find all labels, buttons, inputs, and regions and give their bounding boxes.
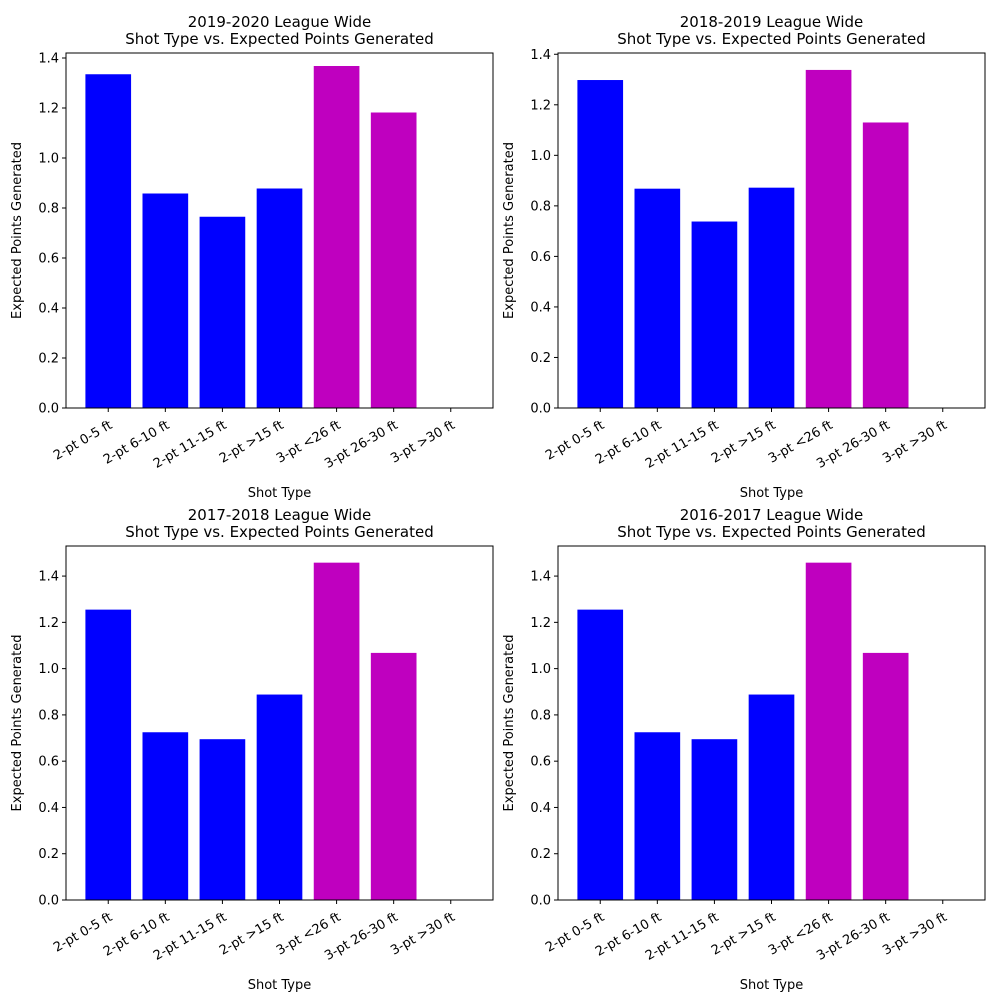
- y-tick-label: 1.2: [530, 616, 551, 631]
- x-axis-label: Shot Type: [248, 978, 312, 993]
- y-tick-label: 1.4: [38, 52, 59, 67]
- y-tick-label: 1.0: [530, 149, 551, 164]
- bar-3: [691, 739, 738, 900]
- y-axis-label: Expected Points Generated: [502, 635, 517, 812]
- plot-frame: [557, 545, 986, 901]
- x-axis-label: Shot Type: [740, 486, 804, 501]
- y-tick-label: 0.6: [530, 755, 551, 770]
- bar-4: [256, 694, 303, 900]
- bar-6: [370, 112, 417, 408]
- plot-frame: [65, 52, 494, 409]
- bar-5: [805, 69, 852, 408]
- y-tick-label: 0.4: [38, 302, 59, 317]
- y-tick-label: 0.0: [38, 402, 59, 417]
- chart-title-line-1: 2016-2017 League Wide: [680, 506, 864, 524]
- y-tick-label: 0.4: [530, 801, 551, 816]
- y-tick-label: 1.0: [38, 152, 59, 167]
- y-tick-label: 0.4: [530, 300, 551, 315]
- bar-3: [199, 739, 246, 900]
- y-tick-label: 0.6: [38, 252, 59, 267]
- y-tick-label: 1.4: [530, 48, 551, 63]
- chart-title-line-2: Shot Type vs. Expected Points Generated: [125, 30, 433, 48]
- bar-3: [199, 216, 246, 408]
- y-axis-label: Expected Points Generated: [10, 635, 25, 812]
- chart-title-line-1: 2017-2018 League Wide: [188, 506, 372, 524]
- plot-frame: [65, 545, 494, 901]
- y-tick-label: 0.2: [38, 352, 59, 367]
- bar-5: [313, 562, 360, 900]
- y-tick-label: 0.2: [38, 847, 59, 862]
- y-axis-label: Expected Points Generated: [10, 142, 25, 319]
- x-tick-label: 3-pt >30 ft: [388, 418, 457, 467]
- y-tick-label: 1.0: [530, 662, 551, 677]
- x-tick-label: 2-pt >15 ft: [709, 910, 778, 959]
- y-tick-label: 1.0: [38, 662, 59, 677]
- y-tick-label: 1.4: [38, 570, 59, 585]
- chart-title-line-2: Shot Type vs. Expected Points Generated: [125, 523, 433, 541]
- y-tick-label: 0.0: [38, 894, 59, 909]
- bar-6: [370, 652, 417, 900]
- bar-2: [634, 188, 681, 408]
- chart-title-line-2: Shot Type vs. Expected Points Generated: [617, 523, 925, 541]
- bar-3: [691, 221, 738, 408]
- y-tick-label: 0.2: [530, 847, 551, 862]
- y-tick-label: 1.2: [38, 102, 59, 117]
- bar-6: [862, 652, 909, 900]
- x-axis-label: Shot Type: [248, 486, 312, 501]
- y-tick-label: 0.4: [38, 801, 59, 816]
- y-tick-label: 0.8: [530, 708, 551, 723]
- y-tick-label: 1.2: [38, 616, 59, 631]
- bar-5: [313, 66, 360, 408]
- bar-2: [142, 193, 189, 408]
- y-tick-label: 0.2: [530, 351, 551, 366]
- y-tick-label: 0.6: [38, 755, 59, 770]
- chart-title-line-1: 2018-2019 League Wide: [680, 13, 864, 31]
- y-tick-label: 1.4: [530, 570, 551, 585]
- y-tick-label: 0.8: [530, 199, 551, 214]
- y-axis-label: Expected Points Generated: [502, 142, 517, 319]
- y-tick-label: 0.8: [38, 202, 59, 217]
- plot-frame: [557, 52, 986, 409]
- bar-5: [805, 562, 852, 900]
- bar-2: [142, 732, 189, 900]
- bar-1: [85, 609, 132, 900]
- bar-1: [577, 80, 624, 408]
- x-tick-label: 2-pt >15 ft: [709, 418, 778, 467]
- x-tick-label: 3-pt >30 ft: [880, 910, 949, 959]
- y-tick-label: 1.2: [530, 98, 551, 113]
- x-tick-label: 3-pt >30 ft: [388, 910, 457, 959]
- bar-4: [748, 694, 795, 900]
- bar-4: [256, 188, 303, 408]
- chart-title-line-1: 2019-2020 League Wide: [188, 13, 372, 31]
- bar-1: [85, 74, 132, 408]
- bar-6: [862, 122, 909, 409]
- y-tick-label: 0.6: [530, 250, 551, 265]
- bar-4: [748, 187, 795, 408]
- y-tick-label: 0.0: [530, 894, 551, 909]
- bar-2: [634, 732, 681, 900]
- y-tick-label: 0.0: [530, 402, 551, 417]
- x-tick-label: 3-pt >30 ft: [880, 418, 949, 467]
- x-tick-label: 2-pt >15 ft: [217, 910, 286, 959]
- bar-1: [577, 609, 624, 900]
- x-tick-label: 2-pt >15 ft: [217, 418, 286, 467]
- y-tick-label: 0.8: [38, 708, 59, 723]
- chart-title-line-2: Shot Type vs. Expected Points Generated: [617, 30, 925, 48]
- x-axis-label: Shot Type: [740, 978, 804, 993]
